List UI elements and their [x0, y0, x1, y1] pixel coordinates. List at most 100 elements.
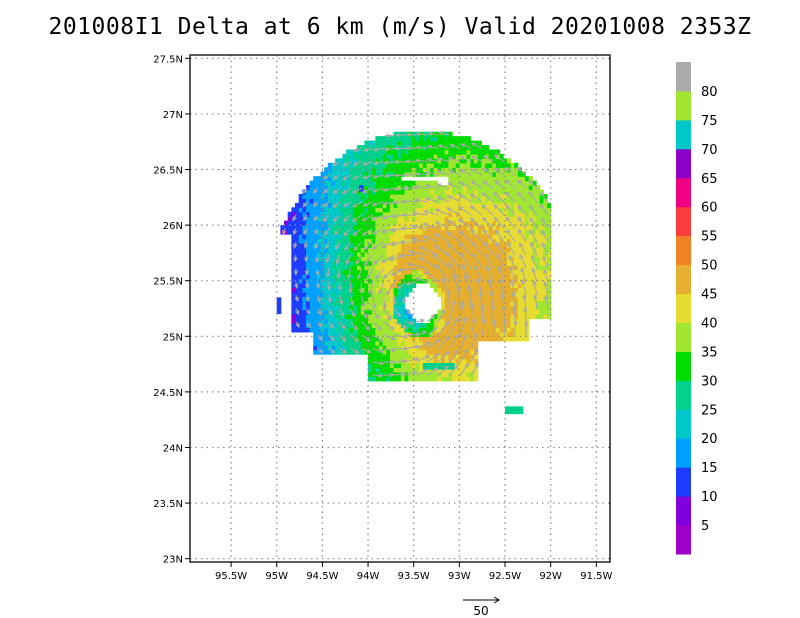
field-cell: [444, 327, 449, 333]
wind-vector-arrow: [405, 370, 419, 376]
field-cell: [495, 238, 501, 244]
field-cell: [404, 260, 409, 266]
field-cell: [320, 260, 325, 266]
field-cell: [327, 305, 333, 311]
wind-vector-arrow: [344, 241, 352, 251]
field-cell: [444, 278, 449, 284]
field-cell: [441, 287, 446, 293]
field-cell: [473, 269, 479, 275]
field-cell: [360, 234, 365, 240]
field-cell: [455, 265, 460, 271]
field-cell: [484, 171, 490, 177]
field-cell: [404, 318, 409, 324]
field-cell: [521, 296, 526, 302]
field-cell: [433, 216, 439, 222]
field-cell: [525, 327, 530, 333]
field-cell: [371, 198, 376, 204]
field-cell: [400, 309, 406, 315]
field-cell: [302, 251, 307, 257]
field-cell: [309, 225, 314, 231]
field-cell: [492, 229, 497, 235]
field-cell: [463, 193, 468, 200]
field-cell: [375, 340, 380, 346]
field-cell: [426, 145, 431, 151]
field-cell: [466, 189, 471, 195]
field-cell: [455, 300, 460, 306]
wind-vector-arrow: [361, 227, 373, 236]
field-cell: [444, 193, 449, 200]
field-cell: [364, 185, 369, 191]
field-cell: [313, 336, 318, 342]
wind-vector-arrow: [458, 218, 472, 229]
field-cell: [517, 309, 523, 315]
colorbar-swatch: [676, 380, 691, 410]
field-cell: [379, 251, 384, 257]
field-cell: [404, 153, 409, 159]
field-cell: [349, 242, 355, 248]
field-cell: [473, 274, 479, 280]
field-cell: [488, 158, 493, 164]
field-cell: [495, 256, 501, 262]
field-cell: [448, 211, 453, 217]
field-cell: [481, 331, 486, 337]
field-cell: [349, 158, 355, 164]
field-cell: [349, 260, 355, 266]
field-cell: [327, 291, 333, 297]
field-cell: [455, 242, 460, 248]
field-cell: [539, 314, 544, 320]
field-cell: [298, 300, 303, 306]
field-cell: [466, 149, 471, 155]
field-cell: [386, 220, 391, 226]
field-cell: [335, 202, 340, 208]
field-cell: [316, 180, 322, 186]
field-cell: [368, 185, 373, 191]
field-cell: [510, 225, 515, 231]
field-cell: [510, 251, 515, 257]
field-cell: [316, 314, 322, 320]
field-cell: [400, 336, 406, 342]
field-cell: [525, 296, 530, 302]
field-cell: [477, 149, 482, 155]
field-cell: [408, 216, 413, 222]
field-cell: [430, 327, 435, 333]
field-cell: [543, 265, 548, 271]
field-cell: [313, 318, 318, 324]
field-cell: [459, 336, 464, 342]
field-cell: [481, 336, 486, 342]
field-cell: [521, 291, 526, 297]
field-cell: [368, 331, 373, 337]
field-cell: [470, 207, 475, 213]
field-cell: [346, 251, 351, 257]
field-cell: [470, 331, 475, 337]
field-cell: [389, 171, 395, 177]
field-cell: [331, 251, 336, 257]
field-cell: [316, 318, 322, 324]
x-tick-label: 93.5W: [398, 571, 430, 582]
field-cell: [419, 354, 424, 360]
field-cell: [452, 265, 457, 271]
field-cell: [473, 158, 479, 164]
field-cell: [331, 314, 336, 320]
field-cell: [295, 247, 300, 253]
field-cell: [371, 278, 376, 284]
wind-vector-arrow: [358, 281, 364, 294]
wind-vector-arrow: [500, 291, 505, 309]
field-cell: [539, 260, 544, 266]
field-cell: [305, 291, 311, 297]
field-cell: [360, 282, 365, 288]
field-cell: [400, 234, 406, 240]
field-cell: [547, 234, 552, 240]
field-cell: [448, 153, 453, 159]
wind-vector-arrow: [383, 334, 396, 341]
field-cell: [389, 193, 395, 200]
field-cell: [313, 340, 318, 346]
field-cell: [386, 358, 391, 364]
wind-vector-arrow: [400, 226, 417, 231]
field-cell: [499, 207, 504, 213]
field-cell: [404, 238, 409, 244]
field-cell: [327, 180, 333, 186]
field-cell: [514, 305, 519, 311]
field-cell: [393, 229, 398, 235]
field-cell: [448, 234, 453, 240]
field-cell: [411, 327, 417, 333]
